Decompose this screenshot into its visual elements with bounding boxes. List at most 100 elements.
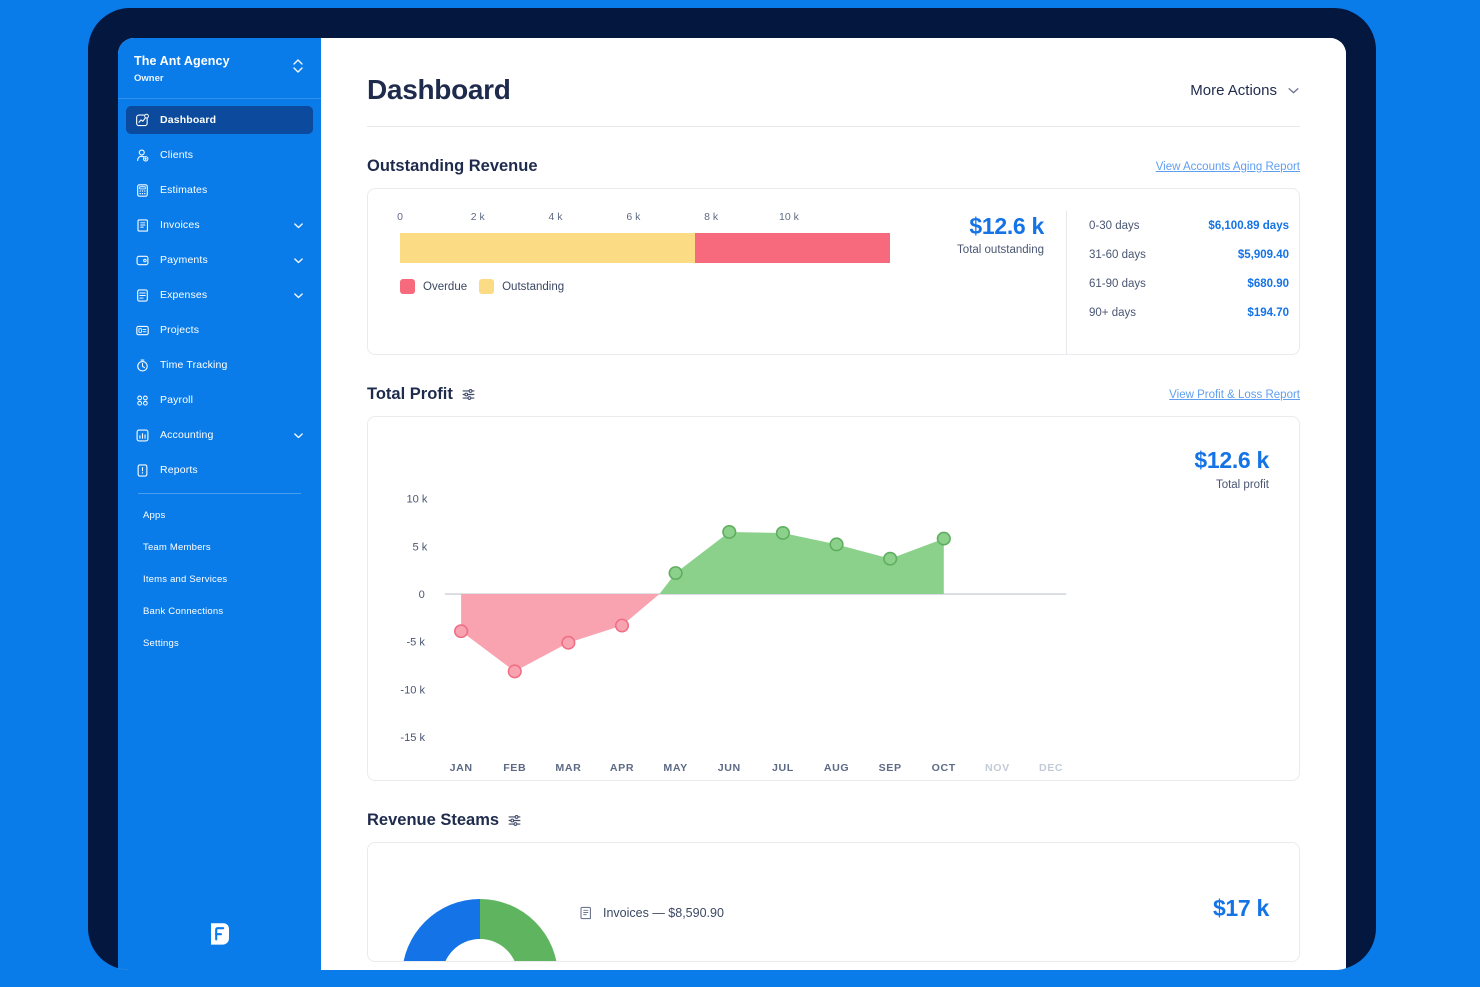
sidebar-item-projects[interactable]: Projects xyxy=(126,316,313,344)
wallet-icon xyxy=(136,255,149,265)
bar-segment-overdue xyxy=(695,233,890,263)
sidebar-item-settings[interactable]: Settings xyxy=(126,632,313,654)
axis-tick: 0 xyxy=(397,211,403,223)
stacked-bar xyxy=(400,233,890,263)
y-axis-tick-neg15k: -15 k xyxy=(400,732,425,744)
people-group-icon xyxy=(137,395,148,406)
sidebar-divider xyxy=(138,493,301,494)
more-actions-button[interactable]: More Actions xyxy=(1190,82,1300,99)
sidebar-item-label: Time Tracking xyxy=(160,359,228,371)
calculator-icon xyxy=(137,183,148,197)
sidebar-item-expenses[interactable]: Expenses xyxy=(126,281,313,309)
sidebar-item-payroll[interactable]: Payroll xyxy=(126,386,313,414)
main-content: Dashboard More Actions Outstanding Reven… xyxy=(321,38,1346,970)
freshbooks-logo-icon xyxy=(210,923,229,945)
sidebar-item-dashboard[interactable]: Dashboard xyxy=(126,106,313,134)
aging-range: 0-30 days xyxy=(1089,219,1140,232)
aging-row: 90+ days $194.70 xyxy=(1089,298,1289,327)
aging-amount: $194.70 xyxy=(1247,306,1289,319)
data-point-jun xyxy=(722,525,737,539)
sidebar-subitem-label: Apps xyxy=(143,509,166,521)
revenue-streams-card: Invoices — $8,590.90 $17 k xyxy=(367,842,1300,962)
revenue-stream-label: Invoices — $8,590.90 xyxy=(603,906,724,920)
outstanding-revenue-header: Outstanding Revenue View Accounts Aging … xyxy=(367,157,1300,176)
bar-chart-icon xyxy=(136,429,149,441)
data-point-sep xyxy=(883,551,898,566)
sidebar-item-bank-connections[interactable]: Bank Connections xyxy=(126,600,313,622)
aging-row: 0-30 days $6,100.89 days xyxy=(1089,211,1289,240)
revenue-streams-title-group: Revenue Steams xyxy=(367,811,521,830)
sidebar-item-label: Projects xyxy=(160,324,200,336)
axis-tick: 10 k xyxy=(778,211,799,223)
legend-swatch xyxy=(400,279,415,294)
total-outstanding: $12.6 k Total outstanding xyxy=(916,211,1066,354)
sidebar-item-apps[interactable]: Apps xyxy=(126,504,313,526)
total-profit-card: $12.6 k Total profit 10 k 5 k 0 -5 k -10… xyxy=(367,416,1300,781)
revenue-stream-item[interactable]: Invoices — $8,590.90 xyxy=(578,905,724,921)
revenue-streams-donut-chart xyxy=(403,899,557,961)
person-add-icon xyxy=(137,148,149,162)
chevron-down-icon[interactable] xyxy=(293,255,304,266)
company-role: Owner xyxy=(134,73,164,84)
aging-range: 61-90 days xyxy=(1089,277,1146,290)
legend-label: Overdue xyxy=(423,280,468,293)
device-frame: The Ant Agency Owner Dashboard xyxy=(88,8,1376,970)
sidebar-item-label: Clients xyxy=(160,149,194,161)
sidebar-item-accounting[interactable]: Accounting xyxy=(126,421,313,449)
view-accounts-aging-report-link[interactable]: View Accounts Aging Report xyxy=(1155,160,1300,173)
sidebar-item-label: Invoices xyxy=(160,219,200,231)
y-axis-tick-5k: 5 k xyxy=(413,541,428,553)
sidebar-item-estimates[interactable]: Estimates xyxy=(126,176,313,204)
chevron-down-icon[interactable] xyxy=(293,430,304,441)
axis-tick: 8 k xyxy=(704,211,719,223)
chevron-down-icon[interactable] xyxy=(293,290,304,301)
x-axis-tick-aug: AUG xyxy=(824,762,849,774)
sidebar-item-invoices[interactable]: Invoices xyxy=(126,211,313,239)
chevron-up-down-icon xyxy=(293,59,303,73)
total-profit-title: Total Profit xyxy=(367,385,453,403)
x-axis-tick-sep: SEP xyxy=(879,762,902,774)
bar-axis-ticks: 0 2 k 4 k 6 k 8 k 10 k xyxy=(397,211,890,227)
sidebar-item-payments[interactable]: Payments xyxy=(126,246,313,274)
sliders-filter-icon[interactable] xyxy=(462,388,475,401)
x-axis-tick-apr: APR xyxy=(610,762,634,774)
chevron-down-icon[interactable] xyxy=(293,220,304,231)
view-profit-loss-report-link[interactable]: View Profit & Loss Report xyxy=(1169,388,1300,401)
data-point-jan xyxy=(454,624,469,639)
x-axis-tick-feb: FEB xyxy=(503,762,526,774)
x-axis-tick-jul: JUL xyxy=(772,762,794,774)
freshbooks-logo[interactable] xyxy=(118,920,321,948)
sidebar-item-reports[interactable]: Reports xyxy=(126,456,313,484)
folder-icon xyxy=(136,325,149,335)
sidebar-subitem-label: Settings xyxy=(143,637,179,649)
sidebar-item-clients[interactable]: Clients xyxy=(126,141,313,169)
aging-range: 31-60 days xyxy=(1089,248,1146,261)
total-profit-title-group: Total Profit xyxy=(367,385,475,404)
axis-tick: 4 k xyxy=(548,211,563,223)
y-axis-tick-neg5k: -5 k xyxy=(406,637,425,649)
stopwatch-icon xyxy=(137,359,148,372)
page-header: Dashboard More Actions xyxy=(367,38,1300,127)
bar-legend: Overdue Outstanding xyxy=(400,279,890,294)
app-screen: The Ant Agency Owner Dashboard xyxy=(118,38,1346,970)
sidebar-item-time-tracking[interactable]: Time Tracking xyxy=(126,351,313,379)
sidebar-item-label: Accounting xyxy=(160,429,214,441)
dashboard-chart-icon xyxy=(136,113,149,126)
aging-range: 90+ days xyxy=(1089,306,1136,319)
sidebar-item-items-and-services[interactable]: Items and Services xyxy=(126,568,313,590)
data-point-oct xyxy=(936,531,951,546)
loss-area xyxy=(461,594,660,672)
revenue-streams-title: Revenue Steams xyxy=(367,811,500,829)
total-profit-area-chart: 10 k 5 k 0 -5 k -10 k -15 k xyxy=(400,494,1067,774)
total-profit-header: Total Profit View Profit & Loss Report xyxy=(367,385,1300,404)
chevron-down-icon xyxy=(1288,87,1299,93)
aging-amount: $5,909.40 xyxy=(1237,248,1289,261)
y-axis-tick-10k: 10 k xyxy=(406,494,427,506)
sidebar: The Ant Agency Owner Dashboard xyxy=(118,38,321,970)
invoice-icon xyxy=(580,906,592,920)
x-axis-tick-oct: OCT xyxy=(932,762,956,774)
company-switcher[interactable]: The Ant Agency Owner xyxy=(118,38,321,99)
sidebar-item-team-members[interactable]: Team Members xyxy=(126,536,313,558)
total-profit-summary: $12.6 k Total profit xyxy=(1194,447,1269,491)
sliders-filter-icon[interactable] xyxy=(508,814,521,827)
